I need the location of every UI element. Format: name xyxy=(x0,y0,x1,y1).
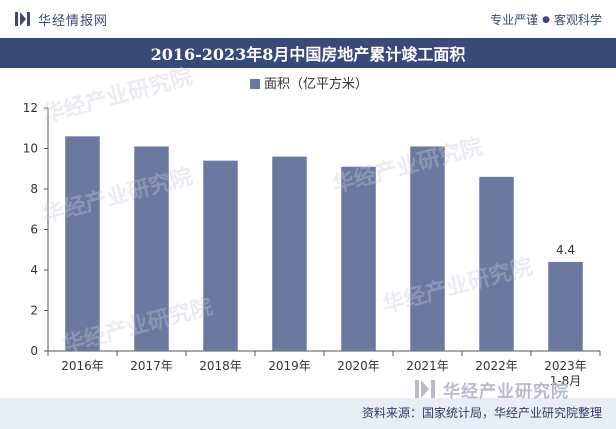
bar xyxy=(134,146,169,351)
chart-area: 面积（亿平方米） 0 2 4 6 8 10 12 2016年 2017年 2018年 2019年 202… xyxy=(0,64,616,398)
y-tick-label: 8 xyxy=(30,182,38,196)
footer: 华经产业研究院 资料来源：国家统计局，华经产业研究院整理 xyxy=(0,380,616,429)
header-bar: 华经情报网 专业严谨 ● 客观科学 xyxy=(0,0,616,38)
x-tick-label: 2018年 xyxy=(199,359,242,373)
bullet-icon: ● xyxy=(542,14,550,25)
y-tick-label: 2 xyxy=(30,304,38,318)
bar xyxy=(203,160,238,351)
bar xyxy=(272,156,307,351)
data-label: 4.4 xyxy=(556,243,575,257)
y-tick-label: 10 xyxy=(23,142,38,156)
x-tick-label: 2020年 xyxy=(337,359,380,373)
x-tick-label: 2021年 xyxy=(406,359,449,373)
x-tick-label: 2023年 xyxy=(544,359,587,373)
tagline-right: 客观科学 xyxy=(553,13,602,27)
y-tick-label: 0 xyxy=(30,344,38,358)
brand[interactable]: 华经情报网 xyxy=(14,9,108,29)
tagline: 专业严谨 ● 客观科学 xyxy=(490,11,602,28)
bar xyxy=(410,146,445,351)
x-tick-label: 1-8月 xyxy=(550,374,582,388)
brand-name: 华经情报网 xyxy=(38,13,109,29)
brand-logo-icon xyxy=(14,10,32,28)
bar xyxy=(341,166,376,351)
legend-swatch xyxy=(250,79,260,89)
x-tick-label: 2019年 xyxy=(268,359,311,373)
y-tick-label: 6 xyxy=(30,223,38,237)
bar xyxy=(65,136,100,351)
institute-logo-icon xyxy=(415,380,435,398)
chart-title: 2016-2023年8月中国房地产累计竣工面积 xyxy=(150,45,466,64)
footer-logo-text: 华经产业研究院 xyxy=(443,381,569,402)
bar xyxy=(479,176,514,351)
x-tick-label: 2022年 xyxy=(475,359,518,373)
source-note: 资料来源：国家统计局，华经产业研究院整理 xyxy=(361,406,602,420)
y-tick-label: 4 xyxy=(30,263,38,277)
bar xyxy=(548,261,583,351)
x-tick-label: 2017年 xyxy=(130,359,173,373)
title-bar: 2016-2023年8月中国房地产累计竣工面积 xyxy=(0,38,616,68)
legend-label: 面积（亿平方米） xyxy=(264,76,368,92)
y-tick-label: 12 xyxy=(23,101,38,115)
bar-chart: 面积（亿平方米） 0 2 4 6 8 10 12 2016年 2017年 2018年 2019年 202… xyxy=(23,76,601,388)
footer-logo: 华经产业研究院 xyxy=(413,376,569,402)
x-tick-label: 2016年 xyxy=(61,359,104,373)
tagline-left: 专业严谨 xyxy=(490,13,539,27)
